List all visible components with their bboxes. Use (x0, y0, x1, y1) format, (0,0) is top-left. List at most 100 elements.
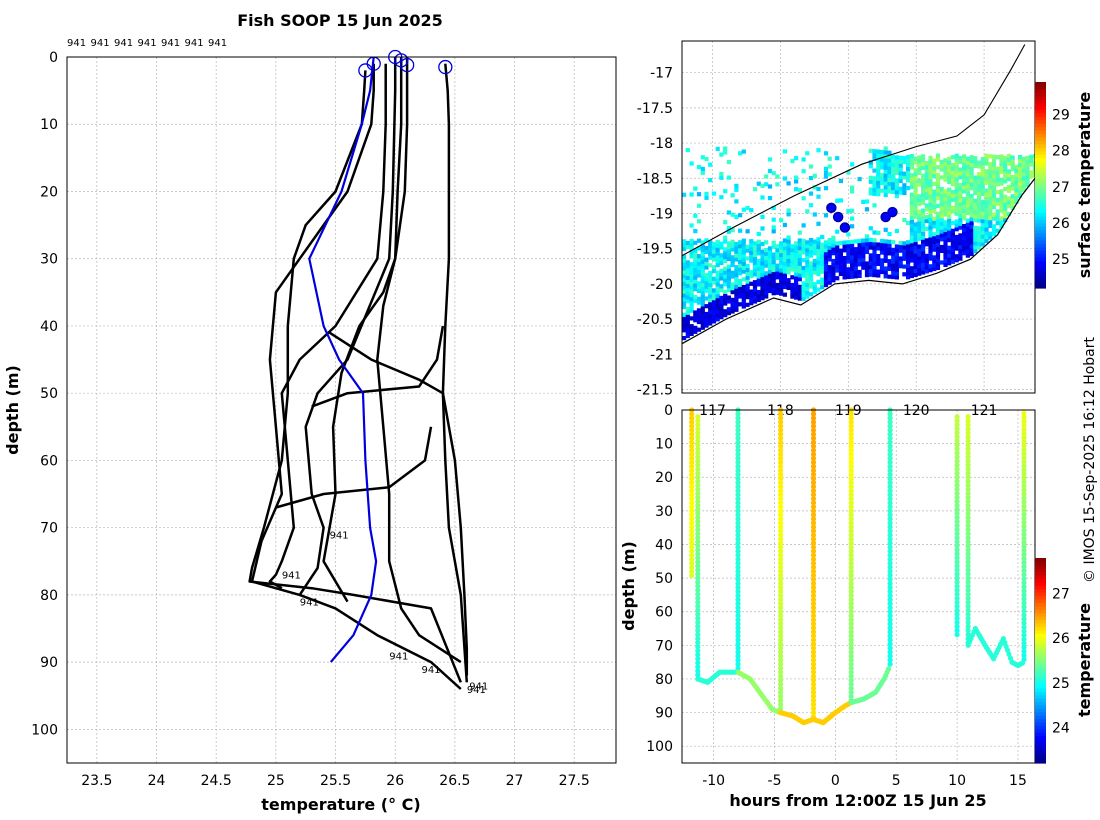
sst-cell (790, 248, 795, 253)
sst-cell (977, 195, 982, 200)
sst-cell (801, 289, 806, 294)
sst-cell (685, 310, 690, 315)
sst-cell (794, 295, 799, 300)
sst-cell (700, 279, 705, 284)
sst-cell (958, 186, 963, 192)
sst-cell (1025, 163, 1030, 168)
sst-cell (1014, 180, 1019, 185)
sst-cell (700, 317, 705, 322)
colorbar-segment (1035, 626, 1046, 631)
sst-cell (991, 193, 997, 198)
sst-cell (708, 298, 713, 303)
temperature-point (695, 603, 701, 609)
sst-cell (760, 226, 765, 231)
sst-cell (782, 238, 787, 243)
sst-cell (775, 251, 780, 257)
temperature-point (1021, 487, 1027, 493)
temperature-point (810, 580, 817, 587)
temperature-point (778, 697, 784, 704)
sst-cell (958, 171, 963, 176)
colorbar-segment (1035, 629, 1046, 634)
sst-cell (917, 213, 922, 218)
sst-cell (980, 184, 985, 189)
sst-cell (850, 255, 855, 260)
temperature-point (695, 458, 701, 464)
temperature-point (735, 649, 741, 655)
sst-cell (872, 230, 877, 235)
sst-cell (943, 200, 948, 205)
sst-cell (682, 324, 687, 329)
sst-cell (898, 260, 903, 265)
temperature-point (735, 621, 741, 627)
sst-cell (988, 154, 993, 159)
temperature-point (848, 576, 854, 583)
sst-cell (943, 193, 948, 198)
temperature-point (965, 615, 971, 622)
colorbar-segment (1035, 564, 1046, 569)
temperature-point (695, 486, 701, 492)
temperature-point (778, 701, 784, 708)
colorbar-segment (1035, 219, 1046, 224)
sst-cell (932, 170, 937, 175)
sst-cell (771, 205, 776, 211)
sst-cell (883, 247, 888, 252)
sst-cell (984, 231, 989, 236)
sst-cell (887, 259, 892, 264)
sst-cell (752, 256, 758, 261)
sst-cell (730, 255, 735, 260)
sst-cell (711, 249, 717, 254)
sst-cell (1010, 155, 1015, 160)
temperature-point (689, 476, 695, 482)
sst-cell (745, 287, 750, 292)
sst-cell (984, 207, 989, 213)
sst-cell (808, 272, 814, 277)
sst-cell (928, 213, 933, 219)
colorbar-segment (1035, 88, 1046, 93)
temperature-point (848, 601, 854, 607)
sst-cell (835, 256, 840, 261)
sst-cell (797, 265, 802, 270)
sst-cell (779, 280, 784, 285)
sst-cell (779, 276, 784, 281)
y-tick-label: 50 (40, 386, 58, 402)
sst-cell (767, 250, 773, 255)
temperature-point (695, 664, 701, 670)
sst-cell (887, 185, 892, 190)
temperature-point (1021, 604, 1027, 610)
sst-cell (801, 281, 806, 286)
sst-cell (872, 187, 877, 192)
sst-cell (805, 294, 810, 299)
sst-cell (689, 262, 694, 267)
temperature-point (887, 443, 893, 449)
temperature-point (1021, 644, 1027, 651)
sst-cell (872, 191, 877, 196)
sst-cell (887, 262, 892, 268)
y-tick-label: -19.5 (637, 242, 673, 258)
sst-cell (939, 198, 944, 203)
sst-cell (696, 269, 702, 274)
sst-cell (887, 173, 892, 179)
sst-cell (696, 238, 702, 243)
sst-cell (805, 282, 810, 288)
sst-cell (991, 197, 997, 202)
sst-cell (693, 298, 698, 303)
temperature-point (887, 625, 893, 631)
sst-cell (921, 181, 926, 186)
sst-cell (958, 194, 963, 199)
temperature-point (887, 476, 893, 482)
sst-cell (738, 255, 743, 260)
colorbar-segment (1035, 157, 1046, 162)
sst-cell (947, 187, 952, 192)
sst-cell (921, 243, 926, 248)
sst-cell (853, 254, 858, 259)
sst-cell (876, 172, 881, 177)
sst-cell (984, 153, 989, 158)
sst-cell (861, 242, 866, 247)
sst-cell (738, 290, 743, 295)
sst-cell (950, 209, 955, 214)
sst-cell (708, 255, 713, 260)
sst-cell (939, 229, 944, 234)
temperature-point (810, 431, 817, 437)
sst-cell (965, 172, 970, 177)
temperature-point (965, 595, 971, 601)
